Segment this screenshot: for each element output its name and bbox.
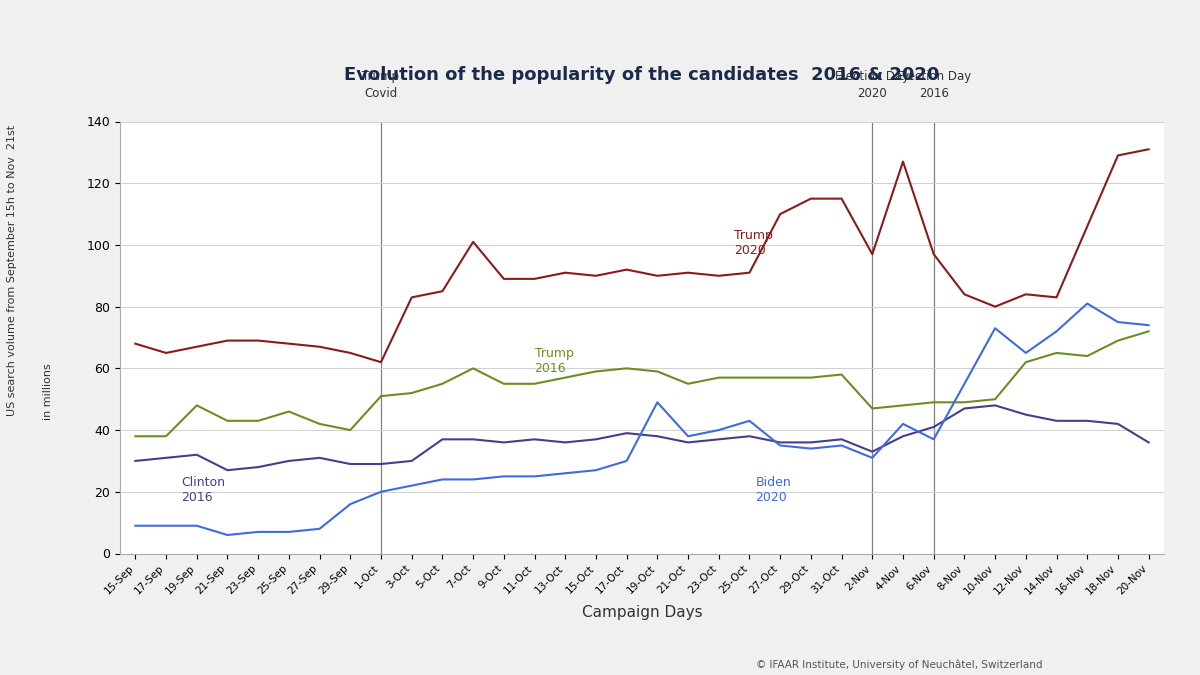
X-axis label: Campaign Days: Campaign Days [582,605,702,620]
Text: Election Day
2016: Election Day 2016 [896,70,971,100]
Title: Evolution of the popularity of the candidates  2016 & 2020: Evolution of the popularity of the candi… [344,66,940,84]
Text: Election Day
2020: Election Day 2020 [835,70,910,100]
Text: Trump
2020: Trump 2020 [734,230,773,257]
Text: US search volume from September 15h to Nov  21st: US search volume from September 15h to N… [7,124,17,416]
Text: © IFAAR Institute, University of Neuchâtel, Switzerland: © IFAAR Institute, University of Neuchât… [756,659,1043,670]
Text: Clinton
2016: Clinton 2016 [181,476,226,504]
Text: in millions: in millions [43,363,53,420]
Text: Biden
2020: Biden 2020 [756,476,791,504]
Text: Trump
2016: Trump 2016 [534,347,574,375]
Text: Trump
Covid: Trump Covid [362,70,400,100]
